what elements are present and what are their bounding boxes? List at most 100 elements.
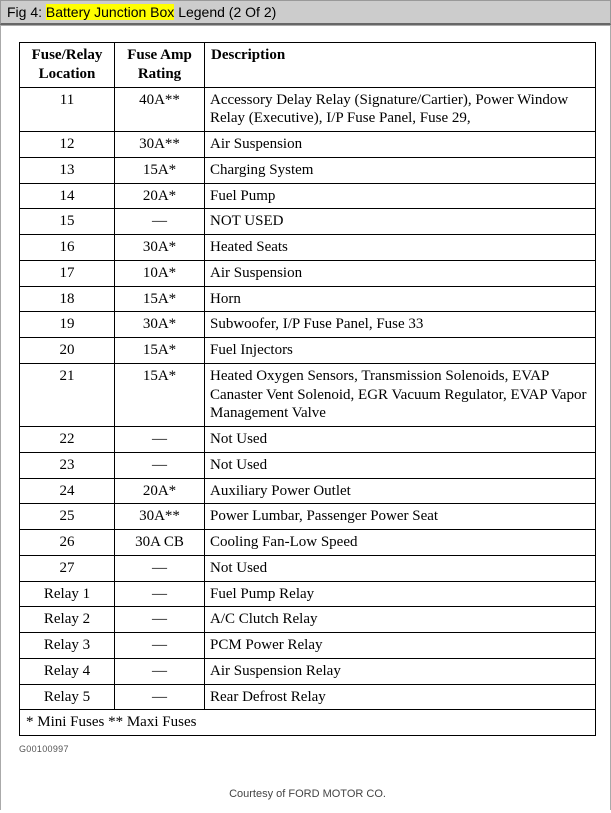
- fuse-table: Fuse/Relay Location Fuse Amp Rating Desc…: [19, 42, 596, 736]
- footnote-row: * Mini Fuses ** Maxi Fuses: [20, 710, 596, 736]
- cell-description: Accessory Delay Relay (Signature/Cartier…: [205, 87, 596, 132]
- cell-location: 15: [20, 209, 115, 235]
- cell-location: 27: [20, 555, 115, 581]
- cell-location: 14: [20, 183, 115, 209]
- courtesy-line: Courtesy of FORD MOTOR CO.: [19, 788, 596, 800]
- cell-rating: —: [115, 581, 205, 607]
- table-row: Relay 2—A/C Clutch Relay: [20, 607, 596, 633]
- footnote-cell: * Mini Fuses ** Maxi Fuses: [20, 710, 596, 736]
- table-row: 2630A CBCooling Fan-Low Speed: [20, 530, 596, 556]
- cell-description: Cooling Fan-Low Speed: [205, 530, 596, 556]
- title-suffix: Legend (2 Of 2): [174, 4, 276, 20]
- table-row: 2115A*Heated Oxygen Sensors, Transmissio…: [20, 363, 596, 426]
- cell-description: Horn: [205, 286, 596, 312]
- cell-rating: —: [115, 684, 205, 710]
- table-row: 27—Not Used: [20, 555, 596, 581]
- cell-location: 21: [20, 363, 115, 426]
- table-row: 22—Not Used: [20, 427, 596, 453]
- cell-location: Relay 2: [20, 607, 115, 633]
- cell-location: 13: [20, 157, 115, 183]
- cell-location: 20: [20, 338, 115, 364]
- cell-location: 19: [20, 312, 115, 338]
- cell-description: Subwoofer, I/P Fuse Panel, Fuse 33: [205, 312, 596, 338]
- table-row: 1815A*Horn: [20, 286, 596, 312]
- cell-location: Relay 5: [20, 684, 115, 710]
- cell-rating: 10A*: [115, 260, 205, 286]
- table-row: 2420A*Auxiliary Power Outlet: [20, 478, 596, 504]
- cell-location: Relay 3: [20, 633, 115, 659]
- table-row: Relay 1—Fuel Pump Relay: [20, 581, 596, 607]
- table-header-row: Fuse/Relay Location Fuse Amp Rating Desc…: [20, 43, 596, 88]
- table-row: 2530A**Power Lumbar, Passenger Power Sea…: [20, 504, 596, 530]
- table-row: 1230A**Air Suspension: [20, 132, 596, 158]
- cell-rating: —: [115, 658, 205, 684]
- table-row: 1420A*Fuel Pump: [20, 183, 596, 209]
- cell-description: Fuel Pump Relay: [205, 581, 596, 607]
- cell-location: Relay 4: [20, 658, 115, 684]
- table-row: 15—NOT USED: [20, 209, 596, 235]
- table-row: 1140A**Accessory Delay Relay (Signature/…: [20, 87, 596, 132]
- table-row: 1710A*Air Suspension: [20, 260, 596, 286]
- cell-location: 25: [20, 504, 115, 530]
- header-description: Description: [205, 43, 596, 88]
- table-row: Relay 4—Air Suspension Relay: [20, 658, 596, 684]
- cell-rating: 30A CB: [115, 530, 205, 556]
- cell-location: 24: [20, 478, 115, 504]
- cell-rating: 15A*: [115, 363, 205, 426]
- cell-rating: 20A*: [115, 478, 205, 504]
- cell-description: NOT USED: [205, 209, 596, 235]
- cell-rating: 30A*: [115, 235, 205, 261]
- cell-description: Air Suspension: [205, 260, 596, 286]
- cell-rating: —: [115, 607, 205, 633]
- cell-location: 18: [20, 286, 115, 312]
- figure-title-bar: Fig 4: Battery Junction Box Legend (2 Of…: [0, 0, 611, 25]
- table-row: Relay 3—PCM Power Relay: [20, 633, 596, 659]
- table-row: 1315A*Charging System: [20, 157, 596, 183]
- cell-description: A/C Clutch Relay: [205, 607, 596, 633]
- cell-location: 17: [20, 260, 115, 286]
- cell-rating: 30A*: [115, 312, 205, 338]
- cell-description: Not Used: [205, 555, 596, 581]
- cell-location: Relay 1: [20, 581, 115, 607]
- cell-location: 11: [20, 87, 115, 132]
- cell-rating: 15A*: [115, 286, 205, 312]
- cell-rating: 20A*: [115, 183, 205, 209]
- cell-description: Not Used: [205, 427, 596, 453]
- cell-location: 23: [20, 452, 115, 478]
- page-content: Fuse/Relay Location Fuse Amp Rating Desc…: [0, 25, 611, 810]
- cell-description: Auxiliary Power Outlet: [205, 478, 596, 504]
- table-row: Relay 5—Rear Defrost Relay: [20, 684, 596, 710]
- cell-description: Rear Defrost Relay: [205, 684, 596, 710]
- cell-description: Fuel Injectors: [205, 338, 596, 364]
- cell-rating: 40A**: [115, 87, 205, 132]
- cell-location: 22: [20, 427, 115, 453]
- table-row: 2015A*Fuel Injectors: [20, 338, 596, 364]
- table-row: 1630A*Heated Seats: [20, 235, 596, 261]
- cell-rating: —: [115, 555, 205, 581]
- cell-location: 16: [20, 235, 115, 261]
- cell-description: Heated Oxygen Sensors, Transmission Sole…: [205, 363, 596, 426]
- document-id: G00100997: [19, 744, 596, 754]
- cell-description: Power Lumbar, Passenger Power Seat: [205, 504, 596, 530]
- cell-description: Charging System: [205, 157, 596, 183]
- cell-rating: 15A*: [115, 157, 205, 183]
- cell-rating: —: [115, 452, 205, 478]
- cell-rating: —: [115, 209, 205, 235]
- cell-rating: 30A**: [115, 132, 205, 158]
- title-highlight: Battery Junction Box: [46, 4, 174, 20]
- table-row: 1930A*Subwoofer, I/P Fuse Panel, Fuse 33: [20, 312, 596, 338]
- header-rating: Fuse Amp Rating: [115, 43, 205, 88]
- header-location: Fuse/Relay Location: [20, 43, 115, 88]
- table-row: 23—Not Used: [20, 452, 596, 478]
- cell-rating: 30A**: [115, 504, 205, 530]
- title-prefix: Fig 4:: [7, 4, 46, 20]
- cell-description: Air Suspension: [205, 132, 596, 158]
- cell-description: PCM Power Relay: [205, 633, 596, 659]
- cell-description: Not Used: [205, 452, 596, 478]
- cell-rating: 15A*: [115, 338, 205, 364]
- cell-description: Air Suspension Relay: [205, 658, 596, 684]
- cell-description: Fuel Pump: [205, 183, 596, 209]
- cell-description: Heated Seats: [205, 235, 596, 261]
- cell-location: 12: [20, 132, 115, 158]
- cell-rating: —: [115, 427, 205, 453]
